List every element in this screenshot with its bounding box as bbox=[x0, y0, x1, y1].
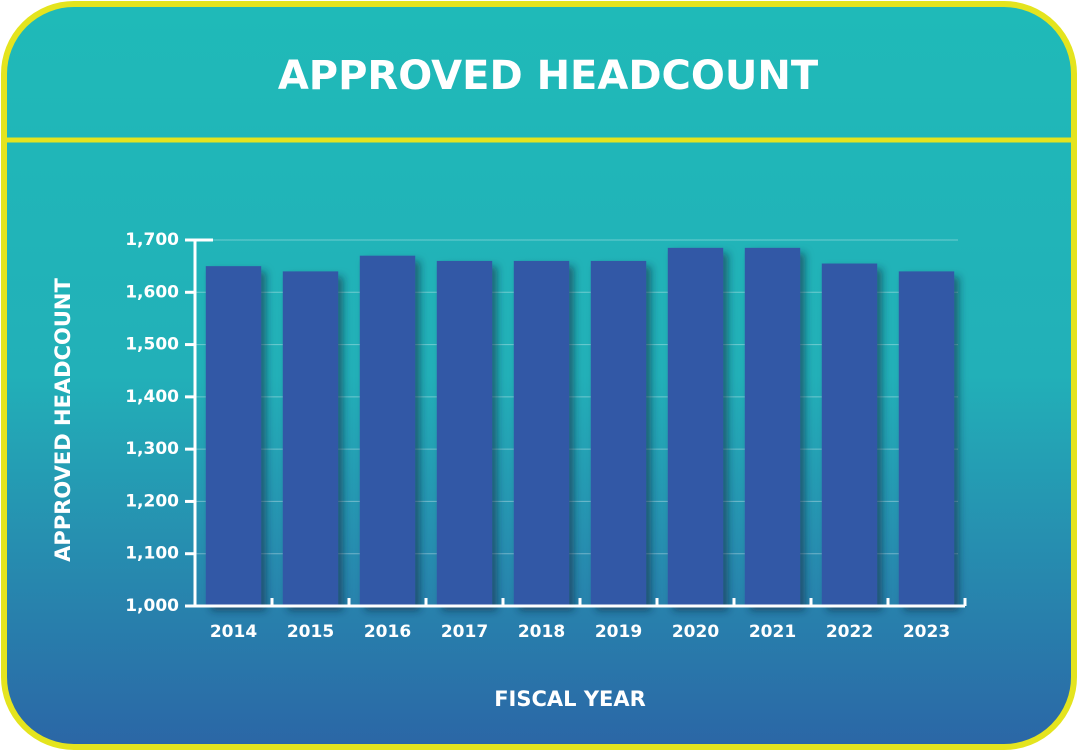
bar bbox=[513, 260, 570, 606]
x-tick-label: 2020 bbox=[672, 622, 719, 642]
x-tick-label: 2023 bbox=[903, 622, 950, 642]
x-tick-label: 2018 bbox=[518, 622, 565, 642]
bar bbox=[282, 271, 339, 606]
bar bbox=[744, 247, 801, 607]
bar bbox=[821, 263, 878, 606]
y-tick-label: 1,200 bbox=[125, 491, 179, 511]
x-tick-label: 2019 bbox=[595, 622, 642, 642]
x-tick-label: 2021 bbox=[749, 622, 796, 642]
y-tick-label: 1,700 bbox=[125, 230, 179, 250]
y-tick-label: 1,500 bbox=[125, 335, 179, 355]
x-tick-label: 2014 bbox=[210, 622, 257, 642]
bar bbox=[898, 271, 955, 606]
x-axis-title: FISCAL YEAR bbox=[494, 687, 646, 711]
bar bbox=[359, 255, 416, 606]
x-tick-label: 2015 bbox=[287, 622, 334, 642]
y-tick-label: 1,600 bbox=[125, 282, 179, 302]
y-tick-label: 1,100 bbox=[125, 544, 179, 564]
x-tick-label: 2016 bbox=[364, 622, 411, 642]
bar bbox=[436, 260, 493, 606]
x-tick-label: 2017 bbox=[441, 622, 488, 642]
bar bbox=[205, 266, 262, 606]
y-tick-label: 1,300 bbox=[125, 439, 179, 459]
y-tick-label: 1,000 bbox=[125, 596, 179, 616]
y-axis-title: APPROVED HEADCOUNT bbox=[51, 277, 75, 561]
y-tick-label: 1,400 bbox=[125, 387, 179, 407]
bar bbox=[590, 260, 647, 606]
bar bbox=[667, 247, 724, 607]
chart-title: APPROVED HEADCOUNT bbox=[278, 53, 819, 99]
x-tick-label: 2022 bbox=[826, 622, 873, 642]
